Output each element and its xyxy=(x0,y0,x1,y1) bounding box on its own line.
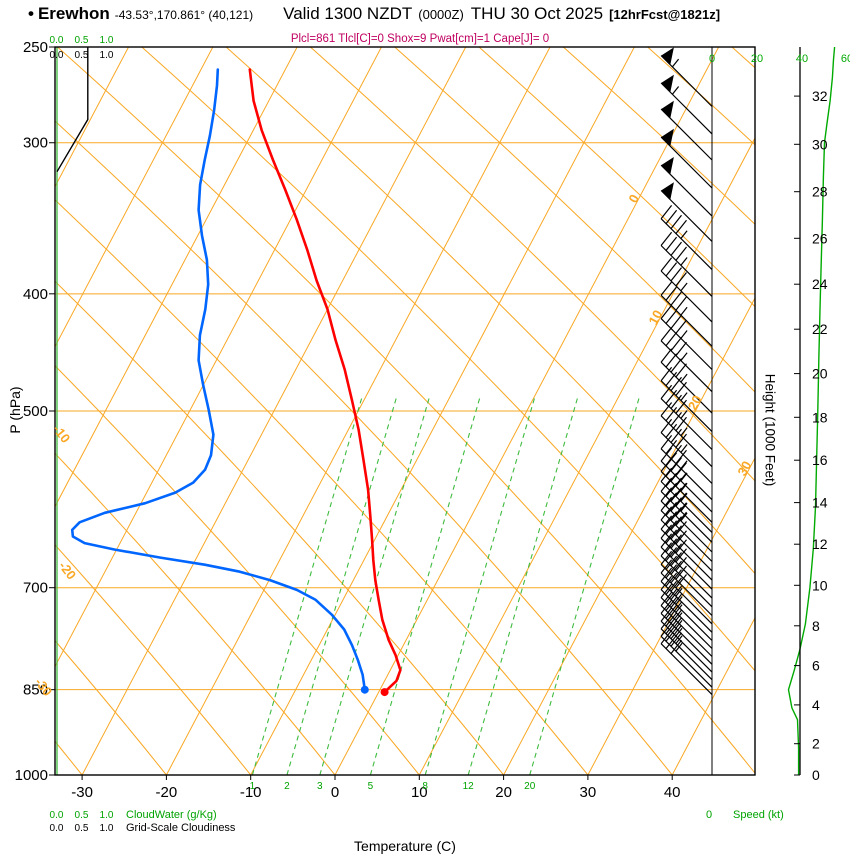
mixing-ratio-label: 5 xyxy=(368,781,374,792)
cloudwater-scale-0: 0.0 xyxy=(49,35,64,46)
pressure-tick-label: 400 xyxy=(23,286,48,303)
temp-tick-label: 20 xyxy=(495,784,512,801)
isotherm-label: 20 xyxy=(685,393,705,413)
height-tick-label: 18 xyxy=(812,409,828,425)
cloudiness-scale-1: 1.0 xyxy=(99,50,114,61)
mixing-ratio-lines xyxy=(251,394,641,775)
cloudiness-legend: Grid-Scale Cloudiness xyxy=(126,822,236,834)
cl-b-05: 0.5 xyxy=(74,823,89,834)
height-tick-label: 24 xyxy=(812,276,828,292)
temperature-curve xyxy=(248,68,402,697)
height-tick-label: 32 xyxy=(812,88,828,104)
adiabat-label: -20 xyxy=(56,558,79,582)
cw-b-1: 1.0 xyxy=(99,810,114,821)
wind-barbs xyxy=(660,47,713,696)
speed-axis-title: Speed (kt) xyxy=(733,809,784,821)
cl-b-1: 1.0 xyxy=(99,823,114,834)
cloudiness-scale-05: 0.5 xyxy=(74,50,89,61)
height-tick-label: 10 xyxy=(812,577,828,593)
cloudwater-scale-05: 0.5 xyxy=(74,35,89,46)
temp-tick-label: 10 xyxy=(411,784,428,801)
cloudwater-legend: CloudWater (g/Kg) xyxy=(126,809,217,821)
isotherm-label: 0 xyxy=(625,192,642,205)
pressure-tick-label: 250 xyxy=(23,39,48,56)
temp-tick-label: 0 xyxy=(331,784,339,801)
station-name: Erewhon xyxy=(37,4,110,23)
mixing-ratio-label: 20 xyxy=(524,781,536,792)
height-tick-label: 28 xyxy=(812,184,828,200)
speed-tick-label: 20 xyxy=(751,53,763,65)
mixing-ratio-label: 1 xyxy=(250,781,256,792)
wind-speed-profile xyxy=(787,46,836,775)
isotherm-label: 10 xyxy=(645,307,665,327)
pressure-tick-label: 500 xyxy=(23,403,48,420)
height-tick-label: 20 xyxy=(812,366,828,382)
cl-b-0: 0.0 xyxy=(49,823,64,834)
speed-tick-label: 0 xyxy=(709,53,715,65)
cloudwater-scale-1: 1.0 xyxy=(99,35,114,46)
station-bullet: • xyxy=(28,4,34,23)
mixing-ratio-label: 8 xyxy=(422,781,428,792)
height-tick-label: 30 xyxy=(812,136,828,152)
temp-tick-label: 30 xyxy=(580,784,597,801)
mixing-ratio-label: 12 xyxy=(463,781,475,792)
cloudwater-scale-top: 0.0 0.5 1.0 xyxy=(44,35,119,46)
height-tick-label: 22 xyxy=(812,321,828,337)
mixing-ratio-label: 3 xyxy=(317,781,323,792)
isotherm-label: 30 xyxy=(734,459,754,479)
height-tick-label: 4 xyxy=(812,697,820,713)
height-tick-label: 8 xyxy=(812,618,820,634)
adiabat-label: -10 xyxy=(50,422,73,446)
height-tick-label: 26 xyxy=(812,230,828,246)
height-tick-label: 2 xyxy=(812,736,820,752)
speed-tick-label: 60 xyxy=(841,53,850,65)
cw-b-0: 0.0 xyxy=(49,810,64,821)
dewpoint-curve-lcl-dot xyxy=(360,685,369,694)
temp-tick-label: -30 xyxy=(71,784,93,801)
chart-header: • Erewhon -43.53°,170.861° (40,121) Vali… xyxy=(28,4,720,24)
grid-lines xyxy=(55,47,755,775)
cw-b-05: 0.5 xyxy=(74,810,89,821)
temperature-axis-title: Temperature (C) xyxy=(354,838,456,854)
temp-tick-label: 40 xyxy=(664,784,681,801)
pressure-tick-label: 850 xyxy=(23,682,48,699)
forecast-tag: [12hrFcst@1821z] xyxy=(609,7,721,22)
speed-tick-label: 40 xyxy=(796,53,808,65)
cloudwater-scale-bottom: 0.0 0.5 1.0 xyxy=(44,810,119,821)
pressure-tick-label: 1000 xyxy=(15,767,48,784)
temp-tick-label: -20 xyxy=(156,784,178,801)
height-tick-label: 14 xyxy=(812,495,828,511)
stability-params: Plcl=861 Tlcl[C]=0 Shox=9 Pwat[cm]=1 Cap… xyxy=(290,33,550,45)
height-tick-label: 16 xyxy=(812,452,828,468)
cloudiness-profile-line xyxy=(56,47,89,173)
valid-time: Valid 1300 NZDT xyxy=(283,4,413,23)
temperature-curve-lcl-dot xyxy=(380,688,389,697)
pressure-axis-title: P (hPa) xyxy=(7,386,23,434)
height-tick-label: 6 xyxy=(812,658,820,674)
height-axis-title: Height (1000 Feet) xyxy=(762,373,778,487)
cloudiness-scale-bottom: 0.0 0.5 1.0 xyxy=(44,823,119,834)
speed-zero-label: 0 xyxy=(706,809,713,821)
mixing-ratio-label: 2 xyxy=(284,781,290,792)
cloudiness-scale-0: 0.0 xyxy=(49,50,64,61)
valid-zulu: (0000Z) xyxy=(418,7,464,22)
dewpoint-curve xyxy=(70,68,369,694)
station-coords: -43.53°,170.861° (40,121) xyxy=(114,8,254,22)
pressure-tick-label: 300 xyxy=(23,135,48,152)
height-tick-label: 0 xyxy=(812,767,820,783)
valid-date: THU 30 Oct 2025 xyxy=(470,4,604,23)
pressure-tick-label: 700 xyxy=(23,580,48,597)
cloud-profiles xyxy=(56,47,89,775)
cloudiness-scale-top: 0.0 0.5 1.0 xyxy=(44,50,119,61)
height-tick-label: 12 xyxy=(812,536,828,552)
temp-tick-label: -10 xyxy=(240,784,262,801)
